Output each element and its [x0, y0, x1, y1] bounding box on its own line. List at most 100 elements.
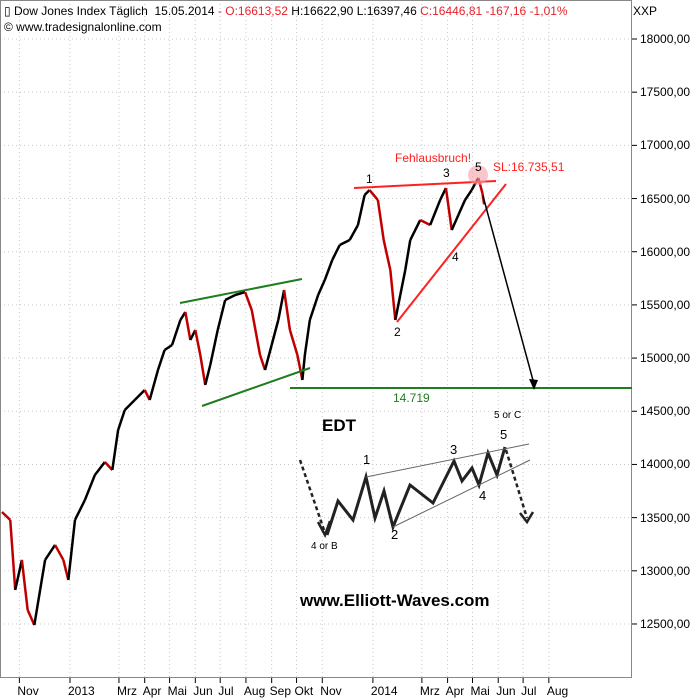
price-segment [1, 511, 12, 521]
price-segment [53, 544, 65, 561]
wave-label-2: 2 [394, 325, 401, 339]
stop-loss-label: SL:16.735,51 [493, 160, 565, 174]
price-segment [26, 609, 36, 626]
price-segment [323, 259, 334, 281]
y-tick-label: 12500,00 [640, 616, 691, 631]
price-segment [270, 319, 280, 346]
watermark-text: www.Elliott-Waves.com [300, 591, 490, 610]
price-segment [348, 224, 360, 241]
inset-wave-path [325, 446, 507, 536]
price-segment [463, 189, 473, 201]
price-segment [204, 364, 212, 386]
price-segment [170, 319, 182, 346]
change-pct: -1,01% [529, 4, 568, 18]
price-segment [156, 349, 166, 371]
channel-upper-line [179, 278, 303, 304]
inset-label-4: 4 [479, 488, 487, 503]
price-segment [14, 559, 24, 591]
x-tick-label: Sep [269, 684, 292, 698]
channel-lower-line [201, 367, 311, 407]
wave-label-5: 5 [475, 160, 482, 174]
price-segment [199, 354, 207, 386]
price-segment [243, 291, 253, 311]
arrow-head-icon [519, 511, 535, 525]
y-tick-label: 18000,00 [640, 32, 691, 46]
x-tick-label: Aug [546, 684, 569, 698]
y-tick-label: 15500,00 [640, 297, 691, 312]
price-segment [163, 343, 173, 352]
source-label: © www.tradesignalonline.com [4, 20, 162, 34]
wedge-lower-line [396, 183, 507, 323]
y-tick-label: 14000,00 [640, 457, 691, 472]
price-segment [209, 329, 219, 366]
price-segment [258, 354, 267, 371]
inset-dashed-arrow-out [504, 449, 529, 519]
price-segment [38, 559, 47, 591]
y-tick-label: 17500,00 [640, 85, 691, 100]
y-tick-label: 16500,00 [640, 191, 691, 206]
x-tick-label: Aug [243, 684, 266, 698]
y-tick-label: 14500,00 [640, 404, 691, 419]
price-segment [394, 294, 402, 321]
price-segment [224, 293, 236, 302]
x-tick-label: Jul [218, 684, 234, 698]
x-tick-label: 2013 [68, 684, 95, 698]
price-segment [116, 409, 126, 431]
x-tick-label: Mrz [116, 684, 137, 698]
price-segment [83, 474, 97, 501]
price-segment [44, 544, 57, 561]
chart-header: ▯ Dow Jones Index Täglich 15.05.2014 - O… [4, 4, 568, 18]
x-tick-label: Nov [17, 684, 39, 698]
price-segment [376, 199, 385, 241]
x-tick-label: Mai [470, 684, 490, 698]
x-tick-label: Mai [167, 684, 187, 698]
instrument-title: Dow Jones Index Täglich [13, 4, 148, 18]
x-tick-label: Jun [496, 684, 516, 698]
price-segment [303, 319, 312, 356]
price-segment [184, 311, 192, 341]
price-segment [368, 189, 379, 201]
arrow-head-icon [529, 379, 538, 390]
price-segment [356, 194, 366, 226]
x-tick-label: 2014 [370, 684, 398, 698]
x-tick-label: Mrz [419, 684, 440, 698]
price-segment [111, 429, 120, 471]
inset-end-label: 5 or C [494, 410, 522, 421]
price-segment [216, 299, 227, 331]
grid [0, 0, 637, 683]
wave-label-4: 4 [452, 250, 459, 264]
x-tick-label: Nov [320, 684, 342, 698]
candle-icon: ▯ [4, 4, 11, 18]
price-segment [409, 219, 422, 241]
close-value: C:16446,81 [420, 4, 483, 18]
inset-label-5: 5 [500, 427, 508, 442]
x-tick-label: Apr [142, 684, 162, 698]
price-segment [123, 399, 136, 411]
price-segment [133, 389, 146, 401]
target-arrow [482, 195, 535, 385]
low-value: L:16397,46 [356, 4, 417, 18]
price-segment [277, 289, 286, 321]
false-breakout-marker [468, 165, 488, 185]
price-segment [389, 269, 397, 321]
price-segment [73, 499, 87, 521]
wave-label-3: 3 [443, 166, 450, 180]
price-segment [234, 290, 246, 297]
inset-label-2: 2 [391, 527, 399, 542]
arrow-head-icon [316, 520, 332, 539]
open-value: O:16613,52 [225, 4, 288, 18]
price-segment [194, 329, 202, 356]
x-tick-label: Okt [294, 684, 314, 698]
price-segment [450, 214, 460, 231]
inset-dashed-arrow-in [298, 459, 326, 531]
wave-label-1: 1 [366, 172, 373, 186]
price-segment [288, 329, 299, 356]
price-segment [67, 519, 77, 581]
price-segment [282, 289, 292, 331]
plot-frame [0, 0, 632, 678]
x-tick-label: Jul [521, 684, 537, 698]
inset-start-label: 4 or B [311, 541, 338, 552]
price-segment [263, 344, 273, 371]
price-segment [419, 218, 431, 227]
